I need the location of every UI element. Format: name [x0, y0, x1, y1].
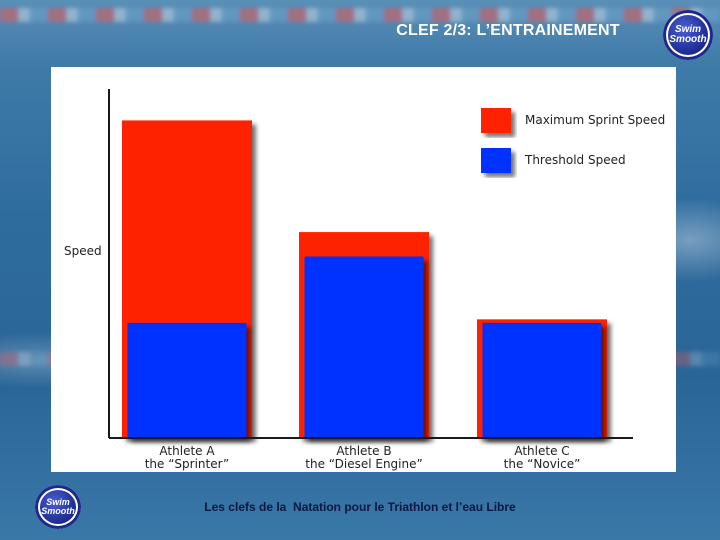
slide-title: CLEF 2/3: L’ENTRAINEMENT [396, 22, 620, 39]
logo-text-line1: Swim [674, 24, 702, 35]
footer-caption: Les clefs de la Natation pour le Triathl… [204, 500, 516, 514]
category-label: Athlete B [336, 444, 391, 458]
swim-smooth-logo-top: Swim Smooth [663, 10, 713, 60]
category-sublabel: the “Novice” [504, 457, 581, 471]
y-axis-label: Speed [64, 244, 102, 258]
bar-threshold-speed [482, 322, 602, 438]
category-label: Athlete A [159, 444, 215, 458]
legend-label: Threshold Speed [524, 153, 626, 167]
legend-label: Maximum Sprint Speed [525, 113, 665, 127]
bar-threshold-speed [127, 322, 247, 438]
logo-text-line2: Smooth [669, 34, 707, 45]
logo-text-line2: Smooth [41, 506, 75, 516]
bar-threshold-speed [304, 256, 424, 438]
swim-smooth-logo-bottom: Swim Smooth [35, 485, 81, 529]
logo-text-line1: Swim [46, 497, 70, 507]
category-sublabel: the “Sprinter” [145, 457, 230, 471]
lane-rope-top [0, 8, 720, 22]
legend-swatch [481, 108, 511, 133]
category-label: Athlete C [514, 444, 569, 458]
category-sublabel: the “Diesel Engine” [305, 457, 422, 471]
legend-swatch [481, 148, 511, 173]
